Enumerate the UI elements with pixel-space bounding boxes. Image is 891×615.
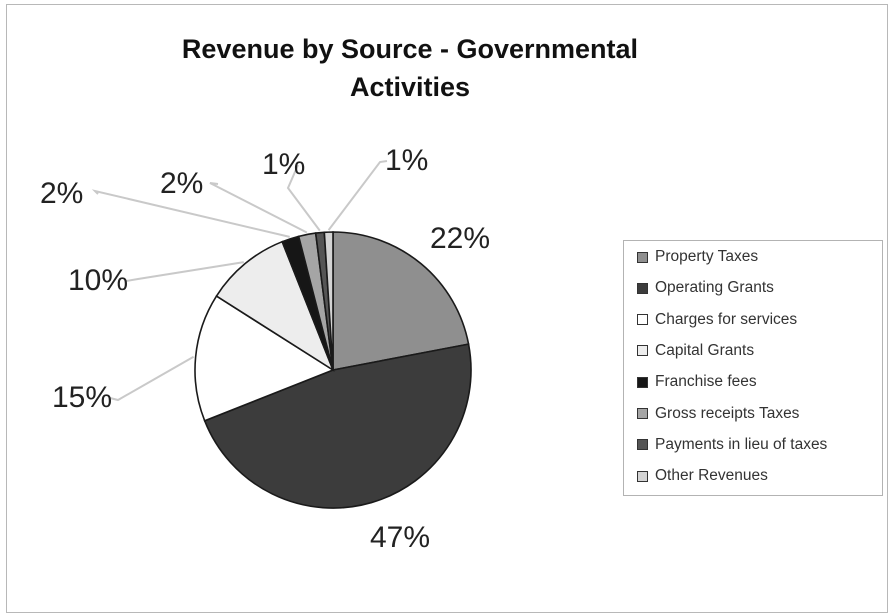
legend-swatch xyxy=(637,251,648,263)
chart-title: Revenue by Source - Governmental Activit… xyxy=(181,34,639,102)
legend-swatch xyxy=(637,314,648,326)
data-label: 2% xyxy=(40,177,83,210)
leader-line xyxy=(286,164,321,232)
legend-swatch xyxy=(637,439,648,451)
legend-label: Property Taxes xyxy=(655,248,759,265)
data-label: 22% xyxy=(430,222,490,255)
leader-line xyxy=(91,189,290,238)
legend-item: Charges for services xyxy=(637,310,797,330)
data-label: 10% xyxy=(68,264,128,297)
leader-line xyxy=(125,261,244,282)
legend-item: Other Revenues xyxy=(637,466,768,486)
legend-label: Gross receipts Taxes xyxy=(655,404,800,422)
leader-line xyxy=(327,160,388,231)
chart-legend: Property Taxes Operating Grants Charges fo… xyxy=(623,240,883,496)
leader-line xyxy=(109,355,195,402)
legend-item: Capital Grants xyxy=(637,341,754,361)
pie-slice-other-revenues xyxy=(323,231,334,371)
pie-slice-capital-grants xyxy=(215,240,335,372)
pie-slice-charges-for-services xyxy=(194,294,335,422)
legend-label: Franchise fees xyxy=(655,373,757,391)
legend-label: Other Revenues xyxy=(655,467,768,485)
data-label: 15% xyxy=(52,381,112,414)
pie-slice-property-taxes xyxy=(332,231,470,371)
data-label: 1% xyxy=(262,148,305,181)
leader-line xyxy=(209,182,308,234)
data-label: 47% xyxy=(370,521,430,554)
data-label: 1% xyxy=(385,144,428,177)
legend-label: Operating Grants xyxy=(655,279,774,297)
pie-slice-operating-grants xyxy=(203,343,472,509)
legend-item: Property Taxes xyxy=(637,247,758,267)
legend-swatch xyxy=(637,282,648,294)
legend-label: Charges for services xyxy=(655,310,798,328)
legend-label: Capital Grants xyxy=(655,341,755,359)
legend-swatch xyxy=(637,376,648,388)
legend-swatch xyxy=(637,345,648,357)
legend-item: Franchise fees xyxy=(637,372,757,392)
legend-swatch xyxy=(637,408,648,419)
legend-swatch xyxy=(637,470,648,482)
legend-label: Payments in lieu of taxes xyxy=(655,435,828,453)
data-label: 2% xyxy=(160,167,203,200)
legend-item: Gross receipts Taxes xyxy=(637,404,799,424)
legend-item: Operating Grants xyxy=(637,278,774,298)
legend-item: Payments in lieu of taxes xyxy=(637,435,827,455)
